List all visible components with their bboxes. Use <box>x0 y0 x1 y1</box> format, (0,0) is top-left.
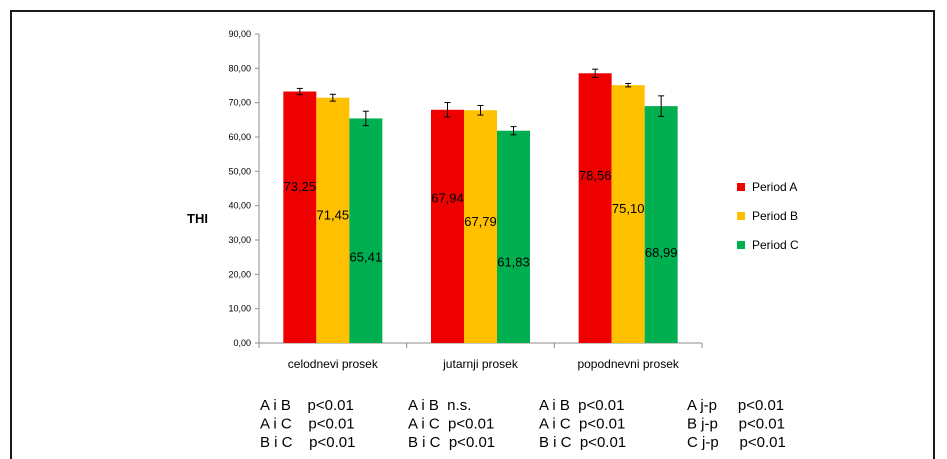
x-tick-label: popodnevni prosek <box>577 357 679 371</box>
data-label: 65,41 <box>350 250 383 265</box>
bar <box>283 91 317 343</box>
legend-swatch <box>737 241 745 249</box>
y-tick-label: 30,00 <box>228 235 251 245</box>
stats-line: B i C p<0.01 <box>408 434 495 451</box>
bar <box>431 109 464 343</box>
bar <box>644 106 678 343</box>
y-tick-label: 10,00 <box>228 304 251 314</box>
stats-line: A i C p<0.01 <box>260 416 355 433</box>
legend-label: Period B <box>752 209 798 223</box>
stats-line: B i C p<0.01 <box>260 434 355 451</box>
bar <box>464 110 497 343</box>
bar <box>611 85 645 343</box>
legend-swatch <box>737 183 745 191</box>
y-tick-label: 50,00 <box>228 166 251 176</box>
y-tick-label: 80,00 <box>228 63 251 73</box>
bar <box>349 118 383 344</box>
y-axis-label: THI <box>187 211 208 226</box>
data-label: 61,83 <box>497 254 530 269</box>
stats-line: B j-p p<0.01 <box>687 416 785 433</box>
data-label: 78,56 <box>579 168 612 183</box>
y-axis: 0,00 10,00 20,00 30,00 40,00 50,00 60,00 70,00 8… <box>228 29 260 348</box>
stats-line: B i C p<0.01 <box>539 434 626 451</box>
bar <box>578 73 612 343</box>
data-label: 75,10 <box>612 201 645 216</box>
data-label: 67,94 <box>431 190 464 205</box>
legend: Period A Period B Period C <box>737 180 799 252</box>
legend-label: Period C <box>752 238 799 252</box>
legend-label: Period A <box>752 180 797 194</box>
stats-line: A j-p p<0.01 <box>687 397 784 414</box>
bar <box>497 130 530 343</box>
x-tick-label: celodnevi prosek <box>288 357 379 371</box>
stats-line: A i B p<0.01 <box>260 397 354 414</box>
y-tick-label: 60,00 <box>228 132 251 142</box>
legend-swatch <box>737 212 745 220</box>
y-tick-label: 0,00 <box>233 338 251 348</box>
significance-table: A i B p<0.01A i C p<0.01B i C p<0.01A i … <box>260 397 786 451</box>
data-label: 71,45 <box>317 207 350 222</box>
bar <box>316 97 350 344</box>
data-label: 73,25 <box>284 179 317 194</box>
data-label: 68,99 <box>645 245 678 260</box>
y-tick-label: 90,00 <box>228 29 251 39</box>
stats-line: A i C p<0.01 <box>539 416 625 433</box>
x-axis: celodnevi prosek jutarnji prosek popodnevn… <box>258 342 703 371</box>
data-label: 67,79 <box>464 214 497 229</box>
y-tick-label: 40,00 <box>228 201 251 211</box>
stats-line: A i B p<0.01 <box>539 397 624 414</box>
stats-line: A i B n.s. <box>408 397 471 414</box>
stats-line: C j-p p<0.01 <box>687 434 786 451</box>
x-tick-label: jutarnji prosek <box>442 357 519 371</box>
y-tick-label: 20,00 <box>228 269 251 279</box>
y-tick-label: 70,00 <box>228 98 251 108</box>
stats-line: A i C p<0.01 <box>408 416 494 433</box>
